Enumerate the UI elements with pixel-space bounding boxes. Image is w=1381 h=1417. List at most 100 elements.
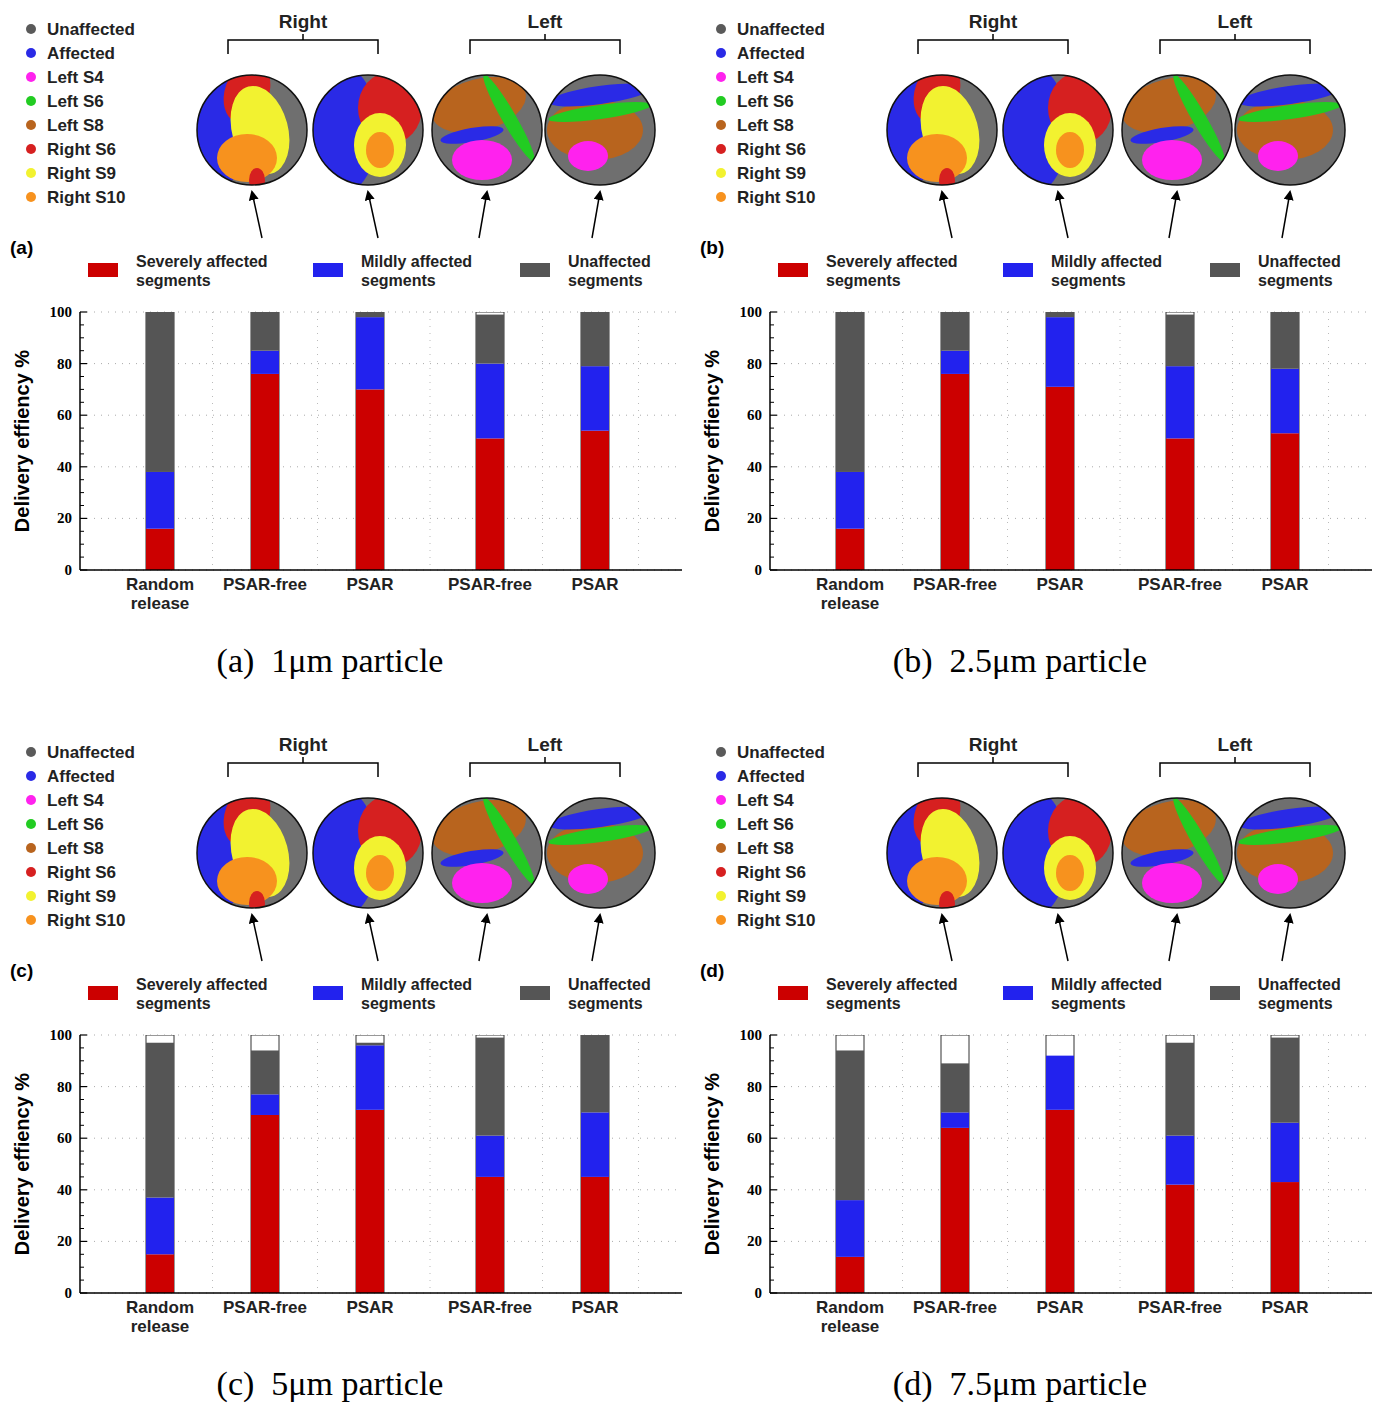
grid-line [1120,312,1121,570]
cross-section [302,65,423,195]
bar-segment [356,1043,384,1046]
y-minor-tick [770,1060,774,1061]
legend-label: Affected [737,767,805,786]
y-tick-label: 40 [747,459,762,475]
figure: UnaffectedAffectedLeft S4Left S6Left S8R… [0,0,1381,1417]
bar-segment [941,312,969,351]
cross-section [426,67,542,185]
cross-section-border [1122,798,1232,908]
y-tick-label: 60 [57,407,72,423]
bar-segment [476,1177,504,1293]
legend-label: Mildly affectedsegments [1051,976,1162,1012]
legend-dot [26,120,36,130]
x-tick-label: PSAR-free [448,575,532,594]
y-minor-tick [770,1125,774,1126]
bar-segment [836,1257,864,1293]
region [249,891,265,915]
x-axis [770,569,1372,571]
grid-line [1328,1035,1329,1293]
y-minor-tick [770,1073,774,1074]
bars [836,1035,1299,1293]
bar-segment [251,1115,279,1293]
y-minor-tick [80,1047,84,1048]
legend-label: Right S6 [47,863,116,882]
legend-swatch [313,263,343,277]
bracket [302,34,304,40]
bar-segment [1046,312,1074,317]
grid-line [542,1035,543,1293]
cross-section-border [432,798,542,908]
y-minor-tick [80,1060,84,1061]
legend-label: Left S6 [737,815,794,834]
bracket [470,763,620,777]
group-label: Right [969,11,1018,32]
cross-section [869,777,997,915]
y-minor-tick [80,531,84,532]
group-label: Left [1218,734,1254,755]
y-tick [770,1086,777,1087]
x-tick-label: PSAR-free [448,1298,532,1317]
arrow [479,192,487,238]
region [366,855,394,891]
legend-label: Right S10 [737,188,815,207]
arrow [1169,192,1177,238]
cross-section-border [197,75,307,185]
bar-segment [1166,315,1194,367]
legend-label: Affected [47,44,115,63]
bars [836,312,1299,570]
bar-segment [1166,366,1194,438]
y-tick [80,1189,87,1190]
bar-segment [251,374,279,570]
panel: UnaffectedAffectedLeft S4Left S6Left S8R… [700,11,1372,680]
bar-segment [1271,369,1299,434]
grid-line [902,1035,903,1293]
legend-label: Left S6 [47,815,104,834]
bar-frame [1271,1035,1299,1293]
y-tick [80,1138,87,1139]
legend-dot [26,168,36,178]
x-tick-label: PSAR-free [1138,575,1222,594]
legend-dot [26,24,36,34]
region [354,113,406,177]
y-minor-tick [80,1151,84,1152]
bar-segment [836,1200,864,1257]
x-tick-label: Randomrelease [816,1298,884,1336]
bar-segment [146,1198,174,1255]
cross-section-border [887,75,997,185]
legend-dot [716,120,726,130]
y-tick-label: 40 [57,1182,72,1198]
arrow [252,915,262,961]
region [939,891,955,915]
grid-line [638,1035,639,1293]
legend-dot [716,192,726,202]
y-minor-tick [80,1112,84,1113]
y-minor-tick [770,1099,774,1100]
bar-segment [146,472,174,529]
region [1258,141,1298,171]
cross-section-border [313,798,423,908]
y-minor-tick [80,453,84,454]
cross-section [179,54,307,192]
legend-dot [26,843,36,853]
arrow [942,192,952,238]
y-minor-tick [770,505,774,506]
grid-line [1120,1035,1121,1293]
group-label: Left [1218,11,1254,32]
x-tick-label: PSAR-free [913,1298,997,1317]
legend-label: Unaffected [47,743,135,762]
y-minor-tick [770,1228,774,1229]
legend-label: Left S8 [47,839,104,858]
region [1044,113,1096,177]
y-tick [770,311,777,312]
y-minor-tick [770,1164,774,1165]
legend-swatch [778,263,808,277]
bar-segment [581,1177,609,1293]
region [1056,132,1084,168]
y-minor-tick [770,1176,774,1177]
cross-section-bg [545,798,655,908]
grid-line [80,1293,682,1294]
y-minor-tick [80,1099,84,1100]
cross-section-border [1003,75,1113,185]
y-minor-tick [80,1228,84,1229]
region [249,168,265,192]
